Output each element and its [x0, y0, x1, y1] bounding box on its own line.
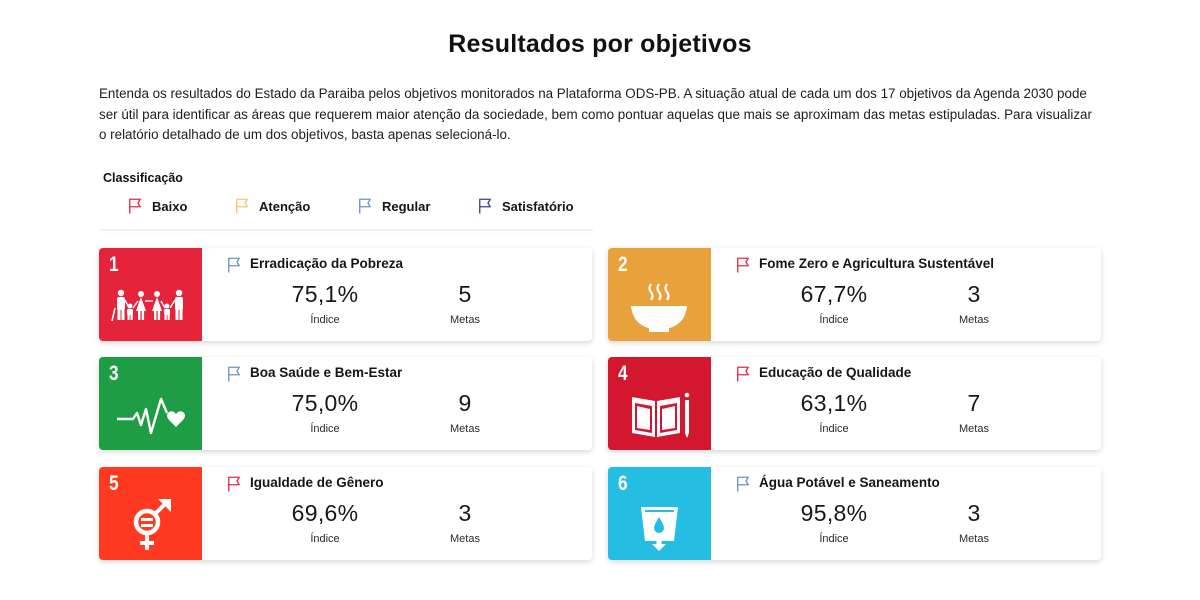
metas-label: Metas: [450, 314, 480, 326]
goal-title: Água Potável e Saneamento: [759, 475, 940, 490]
goal-tile: 5: [99, 467, 202, 560]
legend-divider: [99, 229, 593, 231]
goal-card-body: Boa Saúde e Bem-Estar 75,0% Índice 9 Met…: [202, 357, 592, 450]
index-value: 75,0%: [291, 390, 359, 416]
goal-number: 2: [618, 253, 628, 276]
goal-card-2[interactable]: 2 Fome Zero e Agricultura Sustentável 67…: [608, 248, 1101, 341]
goal-number: 3: [109, 362, 119, 385]
metas-value: 3: [458, 500, 472, 526]
gender-equality-icon: [133, 499, 171, 550]
water-glass-icon: [641, 507, 678, 551]
flag-icon: [228, 257, 240, 273]
metas-label: Metas: [450, 533, 480, 545]
index-value: 75,1%: [291, 281, 359, 307]
goal-card-body: Igualdade de Gênero 69,6% Índice 3 Metas: [202, 467, 592, 560]
goal-tile: 6: [608, 467, 711, 560]
family-icon: [111, 289, 183, 322]
goal-title: Erradicação da Pobreza: [250, 256, 404, 271]
index-value: 69,6%: [291, 500, 359, 526]
goal-card-body: Educação de Qualidade 63,1% Índice 7 Met…: [711, 357, 1101, 450]
index-label: Índice: [310, 423, 340, 435]
index-label: Índice: [310, 533, 340, 545]
goal-tile: 4: [608, 357, 711, 450]
legend-item-baixo[interactable]: Baixo: [126, 197, 233, 215]
metas-label: Metas: [959, 314, 989, 326]
legend-item-atencao[interactable]: Atenção: [233, 197, 356, 215]
goal-card-body: Fome Zero e Agricultura Sustentável 67,7…: [711, 248, 1101, 341]
legend-item-satisfatorio[interactable]: Satisfatório: [476, 197, 586, 215]
goal-card-1[interactable]: 1 Erradicação da Pobreza 75,1% Índice 5 …: [99, 248, 592, 341]
metas-label: Metas: [959, 423, 989, 435]
goal-title: Boa Saúde e Bem-Estar: [250, 365, 403, 380]
flag-icon: [359, 198, 371, 214]
goal-title: Igualdade de Gênero: [250, 475, 384, 490]
index-value: 63,1%: [800, 390, 868, 416]
goal-card-6[interactable]: 6 Água Potável e Saneamento 95,8% Índice…: [608, 467, 1101, 560]
classification-legend: Baixo Atenção Regular Satisfatório: [126, 196, 586, 216]
legend-label: Atenção: [259, 198, 311, 214]
metas-value: 3: [967, 500, 981, 526]
metas-value: 5: [458, 281, 472, 307]
page-title: Resultados por objetivos: [448, 30, 752, 58]
index-value: 95,8%: [800, 500, 868, 526]
goal-card-4[interactable]: 4 Educação de Qualidade 63,1% Índice 7 M…: [608, 357, 1101, 450]
book-pencil-icon: [632, 392, 690, 438]
legend-label: Baixo: [152, 198, 188, 214]
flag-icon: [737, 257, 749, 273]
legend-label: Satisfatório: [502, 198, 574, 214]
goal-number: 6: [618, 472, 628, 495]
goal-number: 5: [109, 472, 119, 495]
flag-icon: [228, 476, 240, 492]
metas-value: 3: [967, 281, 981, 307]
goal-card-body: Água Potável e Saneamento 95,8% Índice 3…: [711, 467, 1101, 560]
metas-label: Metas: [959, 533, 989, 545]
index-label: Índice: [819, 533, 849, 545]
goal-title: Educação de Qualidade: [759, 365, 912, 380]
goal-tile: 2: [608, 248, 711, 341]
intro-text: Entenda os resultados do Estado da Parai…: [99, 86, 1092, 142]
flag-icon: [737, 366, 749, 382]
flag-icon: [737, 476, 749, 492]
flag-icon: [236, 198, 248, 214]
goal-tile: 1: [99, 248, 202, 341]
flag-icon: [129, 198, 141, 214]
goal-tile: 3: [99, 357, 202, 450]
metas-value: 9: [458, 390, 472, 416]
metas-value: 7: [967, 390, 981, 416]
index-label: Índice: [819, 423, 849, 435]
goal-title: Fome Zero e Agricultura Sustentável: [759, 256, 995, 271]
flag-icon: [479, 198, 491, 214]
index-label: Índice: [310, 314, 340, 326]
legend-title: Classificação: [103, 171, 183, 185]
food-bowl-icon: [631, 283, 687, 332]
legend-item-regular[interactable]: Regular: [356, 197, 476, 215]
goal-number: 4: [618, 362, 628, 385]
index-value: 67,7%: [800, 281, 868, 307]
metas-label: Metas: [450, 423, 480, 435]
goal-card-body: Erradicação da Pobreza 75,1% Índice 5 Me…: [202, 248, 592, 341]
legend-label: Regular: [382, 198, 431, 214]
flag-icon: [228, 366, 240, 382]
index-label: Índice: [819, 314, 849, 326]
heartbeat-icon: [117, 397, 185, 435]
goal-card-5[interactable]: 5 Igualdade de Gênero 69,6% Índice 3 Met…: [99, 467, 592, 560]
goal-card-3[interactable]: 3 Boa Saúde e Bem-Estar 75,0% Índice 9 M…: [99, 357, 592, 450]
goal-number: 1: [109, 253, 119, 276]
